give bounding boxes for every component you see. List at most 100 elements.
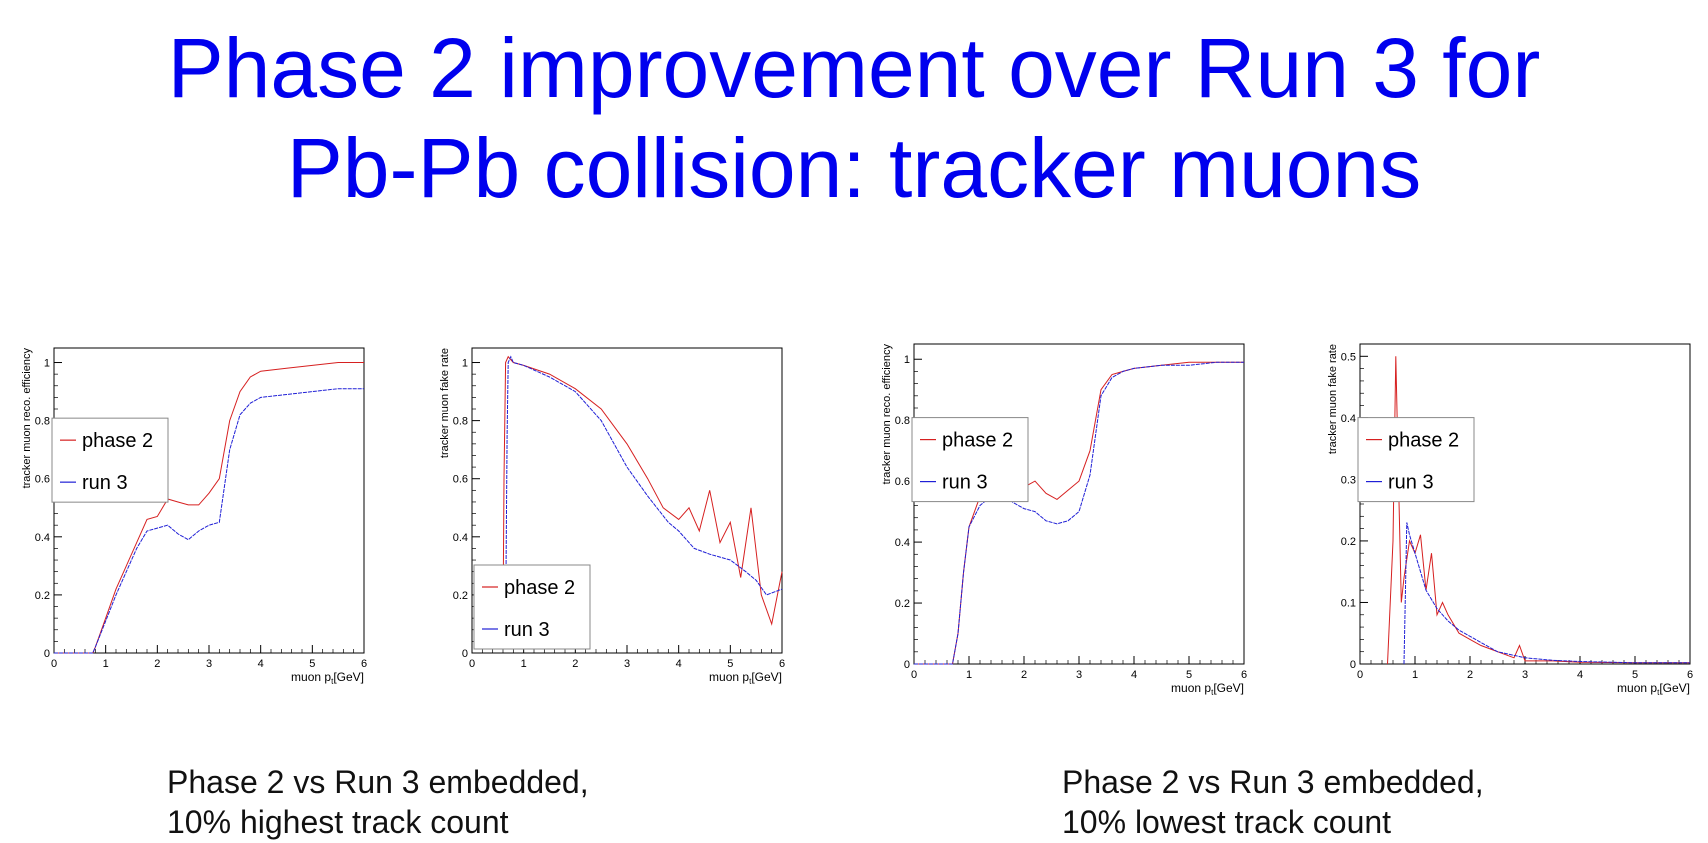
legend-entry: phase 2 — [942, 430, 1013, 452]
series-line-run-3 — [505, 355, 783, 625]
series-line-phase-2 — [54, 362, 364, 654]
x-tick-label: 5 — [1186, 669, 1192, 681]
x-tick-label: 5 — [1632, 669, 1638, 681]
legend-entry: phase 2 — [1388, 430, 1459, 452]
x-axis-label-main: muon p — [1617, 681, 1657, 695]
x-tick-label: 4 — [1577, 669, 1583, 681]
x-axis-label: muon pt[GeV] — [1617, 681, 1690, 697]
y-tick-label: 1 — [904, 354, 910, 366]
y-axis-label: tracker muon fake rate — [439, 348, 451, 458]
y-tick-label: 0.8 — [453, 416, 468, 428]
x-tick-label: 0 — [911, 669, 917, 681]
caption-left-line-1: Phase 2 vs Run 3 embedded, — [167, 764, 589, 800]
x-axis-label-main: muon p — [709, 670, 749, 684]
y-tick-label: 0.6 — [895, 476, 910, 488]
x-axis-label-sub: t — [331, 677, 334, 686]
series-line-run-3 — [914, 361, 1244, 665]
caption-left-line-2: 10% highest track count — [167, 804, 509, 840]
x-tick-label: 0 — [469, 658, 475, 670]
x-tick-label: 6 — [361, 658, 367, 670]
y-tick-label: 0 — [1350, 659, 1356, 671]
legend-entry: phase 2 — [82, 430, 153, 452]
x-tick-label: 2 — [1467, 669, 1473, 681]
y-axis-label: tracker muon reco. efficiency — [881, 344, 893, 485]
x-axis-label-sub: t — [1657, 688, 1660, 697]
y-tick-label: 1 — [44, 358, 50, 370]
plot-frame — [1359, 343, 1691, 665]
x-tick-label: 3 — [624, 658, 630, 670]
x-tick-label: 5 — [727, 658, 733, 670]
x-tick-label: 1 — [103, 658, 109, 670]
y-tick-label: 0.6 — [453, 474, 468, 486]
legend-entry: run 3 — [1388, 472, 1434, 494]
legend-entry: run 3 — [504, 619, 550, 641]
legend-entry: phase 2 — [504, 577, 575, 599]
x-axis-label-main: muon p — [291, 670, 331, 684]
x-axis-label: muon pt[GeV] — [709, 670, 782, 686]
y-tick-label: 0.4 — [35, 532, 50, 544]
y-tick-label: 1 — [462, 358, 468, 370]
x-axis-label-sub: t — [1211, 688, 1214, 697]
x-tick-label: 0 — [51, 658, 57, 670]
series-line-run-3 — [1403, 522, 1690, 665]
caption-right: Phase 2 vs Run 3 embedded, 10% lowest tr… — [1062, 762, 1484, 842]
title-line-1: Phase 2 improvement over Run 3 for — [167, 21, 1541, 115]
y-tick-label: 0 — [462, 648, 468, 660]
x-axis-label-sub: t — [749, 677, 752, 686]
x-tick-label: 4 — [258, 658, 264, 670]
x-tick-label: 6 — [779, 658, 785, 670]
y-tick-label: 0.2 — [1341, 536, 1356, 548]
y-tick-label: 0.4 — [453, 532, 468, 544]
legend-box — [1357, 417, 1475, 503]
y-tick-label: 0.4 — [895, 537, 910, 549]
y-tick-label: 0.1 — [1341, 597, 1356, 609]
legend-box — [473, 564, 591, 650]
slide-title: Phase 2 improvement over Run 3 for Pb-Pb… — [0, 18, 1708, 218]
x-tick-label: 5 — [309, 658, 315, 670]
y-tick-label: 0.6 — [35, 474, 50, 486]
x-tick-label: 0 — [1357, 669, 1363, 681]
y-tick-label: 0.3 — [1341, 474, 1356, 486]
series-line-run-3 — [54, 388, 364, 654]
x-tick-label: 6 — [1241, 669, 1247, 681]
x-axis-label: muon pt[GeV] — [291, 670, 364, 686]
x-axis-label-unit: [GeV] — [333, 670, 364, 684]
caption-right-line-1: Phase 2 vs Run 3 embedded, — [1062, 764, 1484, 800]
y-tick-label: 0 — [904, 659, 910, 671]
caption-left: Phase 2 vs Run 3 embedded, 10% highest t… — [167, 762, 589, 842]
y-tick-label: 0.2 — [895, 598, 910, 610]
x-axis-label-unit: [GeV] — [1659, 681, 1690, 695]
x-tick-label: 1 — [966, 669, 972, 681]
x-axis-label-unit: [GeV] — [1213, 681, 1244, 695]
y-tick-label: 0.4 — [1341, 413, 1356, 425]
plot-frame — [913, 343, 1245, 665]
x-tick-label: 3 — [1522, 669, 1528, 681]
legend-entry: run 3 — [942, 472, 988, 494]
x-tick-label: 2 — [572, 658, 578, 670]
y-tick-label: 0.5 — [1341, 351, 1356, 363]
x-tick-label: 4 — [1131, 669, 1137, 681]
y-tick-label: 0 — [44, 648, 50, 660]
chart-2: 0 1 2 3 4 5 6 0 0.2 0.4 0.6 0.8 1 tracker muon fake r… — [439, 347, 785, 686]
x-axis-label: muon pt[GeV] — [1171, 681, 1244, 697]
chart-1: 0 1 2 3 4 5 6 0 0.2 0.4 0.6 0.8 1 tracker muon reco. … — [21, 347, 367, 686]
x-tick-label: 2 — [154, 658, 160, 670]
x-tick-label: 1 — [521, 658, 527, 670]
caption-right-line-2: 10% lowest track count — [1062, 804, 1392, 840]
x-tick-label: 3 — [1076, 669, 1082, 681]
chart-3: 0 1 2 3 4 5 6 0 0.2 0.4 0.6 0.8 1 tracker muon reco. … — [881, 343, 1247, 697]
y-tick-label: 0.8 — [895, 415, 910, 427]
x-tick-label: 3 — [206, 658, 212, 670]
x-tick-label: 1 — [1412, 669, 1418, 681]
title-line-2: Pb-Pb collision: tracker muons — [286, 121, 1422, 215]
legend-entry: run 3 — [82, 472, 128, 494]
x-tick-label: 4 — [676, 658, 682, 670]
x-axis-label-unit: [GeV] — [751, 670, 782, 684]
y-axis-label: tracker muon reco. efficiency — [21, 348, 33, 489]
y-axis-label: tracker muon fake rate — [1327, 344, 1339, 454]
x-tick-label: 2 — [1021, 669, 1027, 681]
x-axis-label-main: muon p — [1171, 681, 1211, 695]
legend-box — [911, 417, 1029, 503]
series-line-phase-2 — [502, 355, 783, 626]
